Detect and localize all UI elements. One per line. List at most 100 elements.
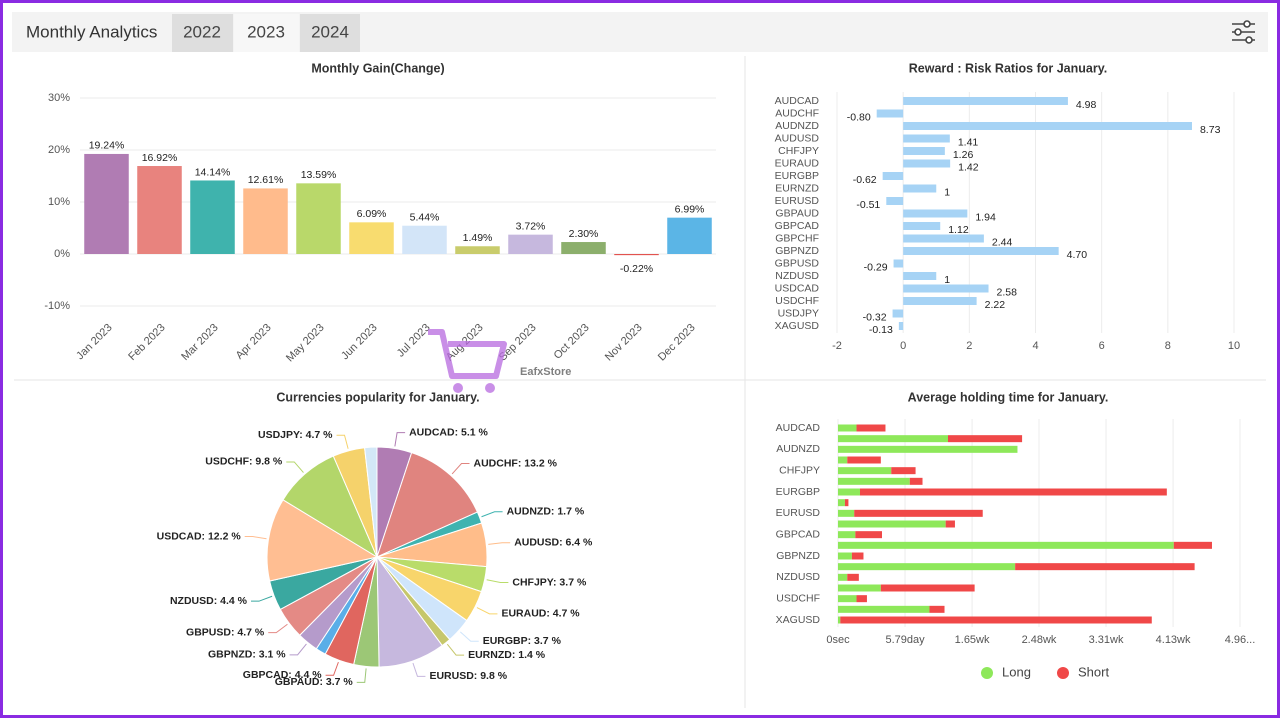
bar — [903, 234, 984, 243]
value-label: -0.29 — [864, 261, 888, 273]
bar — [898, 322, 904, 330]
y-tick-label: CHFJPY — [779, 464, 820, 476]
x-tick-label: 0 — [900, 340, 906, 352]
pie-slice — [266, 499, 379, 582]
y-tick-label: EURNZD — [775, 182, 819, 194]
pie-slice — [376, 451, 479, 558]
leader-line — [336, 434, 349, 449]
value-label: 16.92% — [142, 152, 178, 164]
bar-segment — [838, 573, 848, 581]
value-label: 1.42 — [958, 161, 979, 173]
bar-segment — [838, 520, 946, 528]
value-label: 1.12 — [948, 224, 969, 236]
tab[interactable]: 2023 — [247, 22, 285, 41]
y-tick-label: 30% — [48, 92, 70, 104]
bar — [903, 97, 1068, 105]
bar — [614, 254, 659, 256]
leader-line — [486, 579, 509, 584]
y-tick-label: GBPUSD — [775, 257, 820, 269]
value-label: 1 — [944, 186, 950, 198]
value-label: 1.94 — [975, 211, 996, 223]
bar-segment — [947, 435, 1023, 443]
bar-segment — [891, 467, 916, 475]
y-tick-label: EURAUD — [775, 157, 820, 169]
bar — [296, 183, 341, 254]
bar-segment — [945, 520, 955, 528]
legend-marker — [1057, 667, 1069, 679]
y-tick-label: 20% — [48, 144, 70, 156]
bar — [903, 122, 1192, 130]
y-tick-label: USDJPY — [778, 307, 819, 319]
bar-segment — [854, 509, 983, 517]
y-tick-label: GBPCAD — [776, 528, 821, 540]
x-tick-label: 6 — [1099, 340, 1105, 352]
pie-label: GBPAUD: 3.7 % — [275, 676, 354, 688]
pie-label: AUDCAD: 5.1 % — [409, 426, 488, 438]
y-tick-label: NZDUSD — [776, 571, 820, 583]
chart-title: Monthly Gain(Change) — [311, 61, 444, 75]
pie-label: USDJPY: 4.7 % — [258, 429, 333, 441]
bar-segment — [838, 477, 910, 485]
pie-label: EURNZD: 1.4 % — [468, 649, 546, 661]
watermark: EafxStore — [520, 366, 571, 378]
value-label: 2.22 — [985, 299, 1006, 311]
value-label: -0.32 — [863, 311, 887, 323]
x-tick-label: 4.13wk — [1156, 634, 1191, 646]
bar — [903, 147, 945, 155]
value-label: -0.13 — [869, 324, 893, 336]
value-label: 6.09% — [357, 208, 387, 220]
bar — [903, 272, 937, 280]
value-label: 4.70 — [1067, 249, 1088, 261]
filter-icon[interactable] — [1232, 20, 1255, 44]
y-tick-label: NZDUSD — [775, 270, 819, 282]
value-label: -0.22% — [620, 263, 653, 275]
tab[interactable]: 2022 — [183, 22, 221, 41]
bar — [892, 309, 904, 318]
y-tick-label: USDCAD — [775, 282, 820, 294]
y-tick-label: EURUSD — [775, 195, 820, 207]
bar-segment — [880, 584, 975, 592]
x-tick-label: 1.65wk — [955, 634, 990, 646]
watermark-logo — [428, 329, 507, 393]
bar — [903, 222, 941, 230]
bar — [349, 222, 394, 254]
bar — [903, 159, 951, 168]
pie-label: EURUSD: 9.8 % — [429, 670, 507, 682]
pie-label: EURGBP: 3.7 % — [483, 635, 562, 647]
value-label: -0.62 — [853, 174, 877, 186]
x-tick-label: 2.48wk — [1022, 634, 1057, 646]
y-tick-label: 0% — [54, 248, 70, 260]
y-tick-label: AUDCAD — [775, 95, 820, 107]
bar-segment — [1015, 563, 1195, 571]
bar — [402, 225, 447, 254]
tab-bg[interactable] — [172, 14, 233, 52]
bar-segment — [838, 595, 857, 603]
bar-segment — [909, 477, 923, 485]
bar — [903, 284, 989, 293]
bar-segment — [838, 584, 881, 592]
x-tick-label: 2 — [966, 340, 972, 352]
y-tick-label: AUDCHF — [775, 107, 819, 119]
y-tick-label: AUDCAD — [776, 422, 821, 434]
bar — [455, 246, 500, 254]
value-label: -0.80 — [847, 111, 871, 123]
bar — [903, 247, 1059, 255]
leader-line — [325, 661, 339, 676]
y-tick-label: GBPCAD — [775, 220, 820, 232]
chart-title: Reward : Risk Ratios for January. — [909, 61, 1107, 75]
tab-bg[interactable] — [234, 14, 299, 52]
y-tick-label: USDCHF — [775, 295, 819, 307]
bar-segment — [838, 605, 930, 613]
value-label: 2.44 — [992, 236, 1013, 248]
bar-segment — [838, 488, 860, 496]
leader-line — [268, 623, 288, 634]
x-tick-label: 4 — [1032, 340, 1038, 352]
bar — [886, 197, 904, 205]
value-label: 8.73 — [1200, 124, 1221, 136]
y-tick-label: GBPCHF — [775, 232, 819, 244]
tab[interactable]: 2024 — [311, 22, 349, 41]
bar — [243, 188, 288, 254]
bar-segment — [838, 435, 948, 443]
tab-bg[interactable] — [300, 14, 360, 52]
bar-segment — [847, 573, 859, 581]
